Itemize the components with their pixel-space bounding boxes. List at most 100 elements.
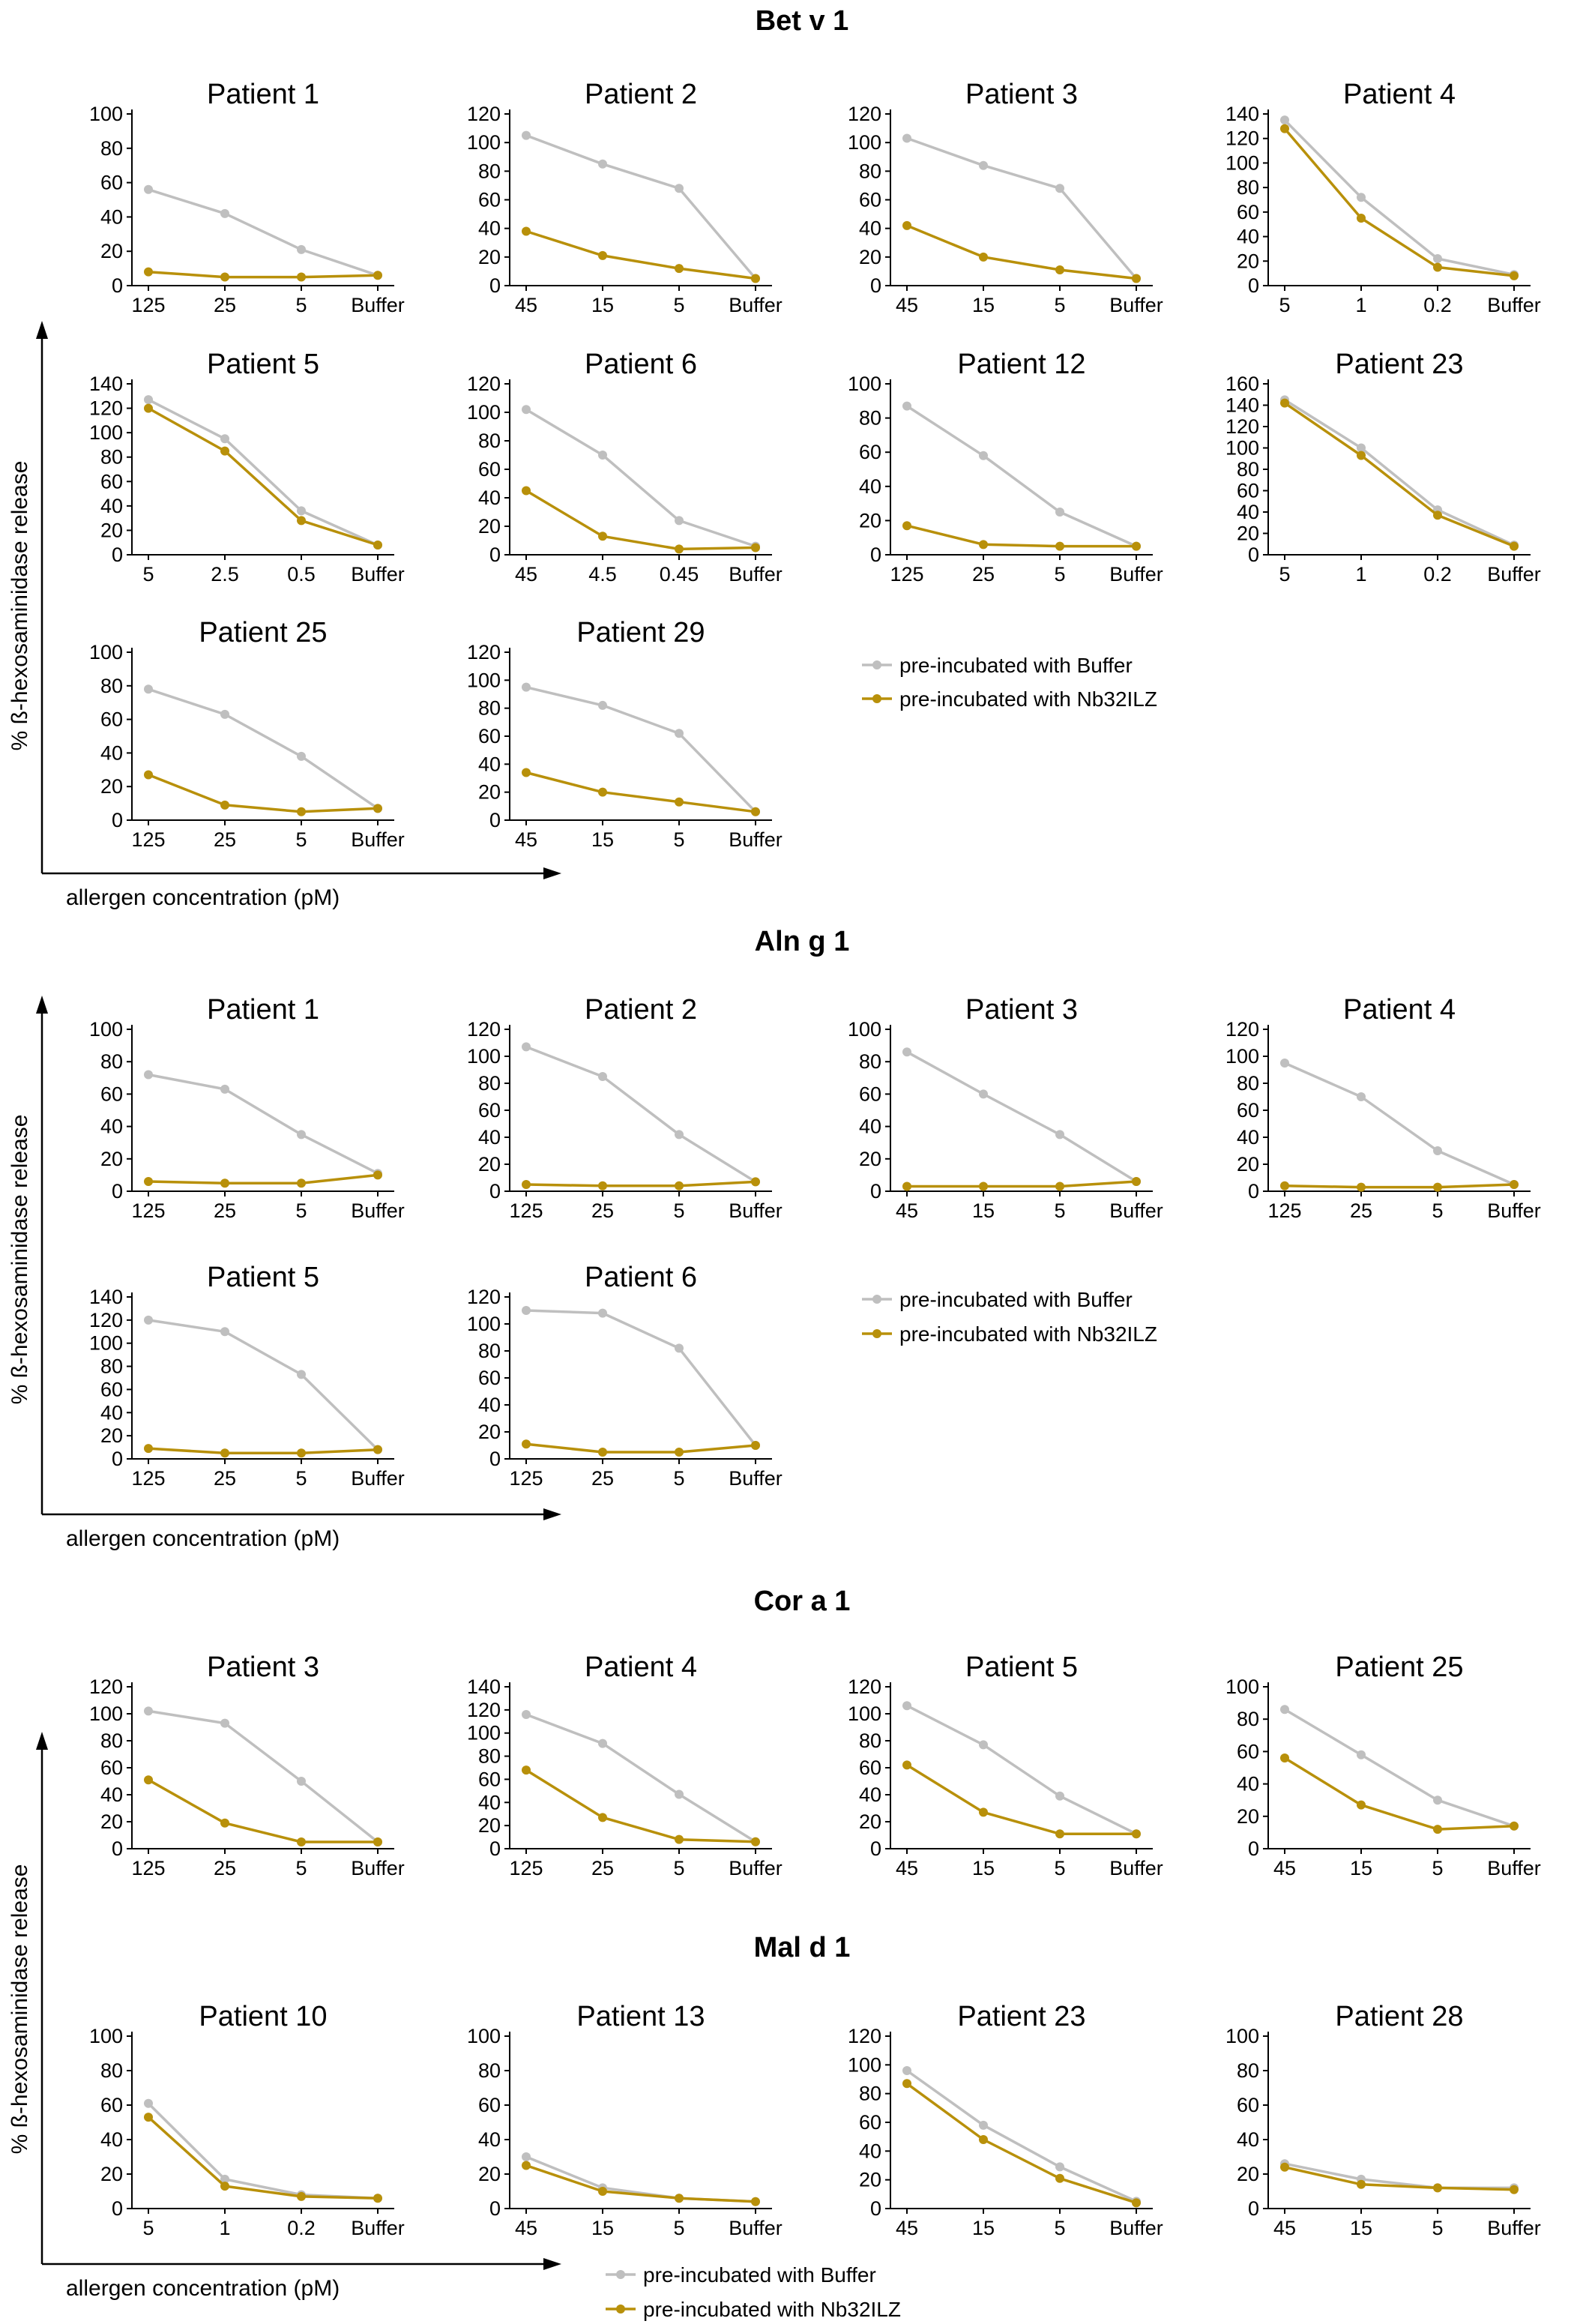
y-tick-label: 20 bbox=[1237, 523, 1259, 545]
data-point-nb32ilz bbox=[751, 1441, 760, 1450]
y-tick-label: 80 bbox=[1237, 1072, 1259, 1095]
y-tick-label: 20 bbox=[478, 781, 501, 804]
y-tick-label: 0 bbox=[112, 1180, 123, 1202]
x-tick-label: 5 bbox=[295, 1199, 307, 1222]
y-tick-label: 40 bbox=[100, 1116, 123, 1138]
data-point-nb32ilz bbox=[902, 1760, 911, 1770]
data-point-buffer bbox=[220, 1084, 229, 1094]
legend-bet-v-1: pre-incubated with Buffer pre-incubated … bbox=[862, 654, 1157, 711]
data-point-nb32ilz bbox=[675, 264, 684, 274]
data-point-nb32ilz bbox=[1055, 265, 1064, 275]
y-tick-label: 20 bbox=[478, 515, 501, 538]
y-tick-label: 140 bbox=[89, 1286, 123, 1308]
y-tick-label: 80 bbox=[100, 675, 123, 697]
data-point-buffer bbox=[598, 700, 607, 710]
x-tick-label: 45 bbox=[1273, 2217, 1296, 2239]
y-tick-label: 100 bbox=[1225, 151, 1259, 174]
data-point-nb32ilz bbox=[220, 1448, 229, 1458]
y-tick-label: 0 bbox=[870, 274, 881, 297]
y-tick-label: 0 bbox=[489, 1180, 501, 1202]
y-tick-label: 60 bbox=[859, 2111, 881, 2134]
y-tick-label: 120 bbox=[467, 1018, 501, 1041]
x-tick-label: 125 bbox=[131, 1467, 165, 1490]
data-point-nb32ilz bbox=[522, 1180, 531, 1189]
data-point-buffer bbox=[675, 1130, 684, 1140]
chart-title: Patient 28 bbox=[1335, 2001, 1463, 2032]
x-tick-label: 45 bbox=[896, 1199, 918, 1222]
y-tick-label: 100 bbox=[89, 641, 123, 663]
series-line-nb32ilz bbox=[906, 524, 1136, 548]
x-tick-label: 4.5 bbox=[588, 563, 617, 585]
y-tick-label: 0 bbox=[870, 2197, 881, 2220]
y-axis-arrowhead bbox=[36, 1732, 48, 1750]
data-point-buffer bbox=[297, 751, 306, 761]
y-tick-label: 20 bbox=[859, 1148, 881, 1170]
x-tick-label: 25 bbox=[1350, 1199, 1372, 1222]
y-tick-label: 60 bbox=[1237, 1740, 1259, 1762]
legend-nb-marker bbox=[872, 694, 881, 703]
data-point-buffer bbox=[902, 1047, 911, 1057]
series-line-nb32ilz bbox=[905, 2082, 1137, 2204]
series-line-nb32ilz bbox=[148, 773, 379, 813]
legend-buffer-marker bbox=[872, 660, 881, 669]
y-tick-label: 120 bbox=[1225, 1018, 1259, 1041]
y-tick-label: 140 bbox=[1225, 103, 1259, 125]
data-point-buffer bbox=[1433, 1795, 1442, 1805]
y-tick-label: 20 bbox=[1237, 1805, 1259, 1828]
x-tick-label: 5 bbox=[1279, 294, 1290, 316]
y-tick-label: 0 bbox=[489, 2197, 501, 2220]
x-tick-label: Buffer bbox=[1487, 1857, 1541, 1879]
data-point-nb32ilz bbox=[144, 1177, 153, 1187]
x-tick-label: 45 bbox=[896, 2217, 918, 2239]
section-title-aln-g-1: Aln g 1 bbox=[755, 926, 850, 957]
y-tick-label: 100 bbox=[89, 1332, 123, 1355]
chart-title: Patient 5 bbox=[207, 1262, 319, 1293]
y-tick-label: 80 bbox=[478, 1745, 501, 1768]
data-point-nb32ilz bbox=[373, 540, 382, 550]
series-line-buffer bbox=[1284, 1062, 1515, 1186]
data-point-nb32ilz bbox=[1357, 2179, 1366, 2189]
data-point-buffer bbox=[675, 516, 684, 526]
data-point-buffer bbox=[902, 1701, 911, 1711]
data-point-nb32ilz bbox=[297, 516, 306, 526]
data-point-nb32ilz bbox=[220, 1178, 229, 1188]
data-point-nb32ilz bbox=[1280, 1181, 1289, 1190]
x-tick-label: 0.45 bbox=[660, 563, 699, 585]
series-line-nb32ilz bbox=[525, 229, 756, 280]
data-point-buffer bbox=[297, 244, 306, 254]
y-tick-label: 60 bbox=[1237, 201, 1259, 223]
y-tick-label: 80 bbox=[100, 1050, 123, 1073]
y-tick-label: 20 bbox=[478, 1153, 501, 1175]
data-point-nb32ilz bbox=[1055, 1829, 1064, 1839]
data-point-buffer bbox=[522, 130, 531, 140]
series-line-nb32ilz bbox=[147, 2116, 379, 2200]
x-tick-label: 5 bbox=[1054, 2217, 1065, 2239]
x-tick-label: 5 bbox=[1054, 563, 1065, 585]
data-point-buffer bbox=[1055, 2162, 1064, 2172]
data-point-nb32ilz bbox=[675, 544, 684, 554]
x-tick-label: 5 bbox=[1054, 1857, 1065, 1879]
y-tick-label: 40 bbox=[100, 1401, 123, 1424]
chart-title: Patient 25 bbox=[1335, 1652, 1463, 1683]
data-point-nb32ilz bbox=[220, 2182, 229, 2191]
section-title-cor-a-1: Cor a 1 bbox=[754, 1586, 851, 1617]
data-point-nb32ilz bbox=[598, 532, 607, 541]
y-tick-label: 60 bbox=[478, 458, 501, 481]
data-point-nb32ilz bbox=[598, 2187, 607, 2196]
data-point-buffer bbox=[598, 159, 607, 169]
chart-panel: Patient 23 0 20 40 60 80 100 120 45 15 5 Buffer bbox=[848, 2001, 1163, 2239]
legend-buffer-marker bbox=[616, 2270, 625, 2279]
data-point-buffer bbox=[220, 434, 229, 444]
y-tick-label: 40 bbox=[478, 1126, 501, 1149]
y-tick-label: 0 bbox=[489, 1837, 501, 1860]
series-line-nb32ilz bbox=[148, 1447, 379, 1455]
data-point-nb32ilz bbox=[1433, 511, 1442, 520]
data-point-nb32ilz bbox=[297, 1178, 306, 1188]
data-point-buffer bbox=[1357, 1750, 1366, 1759]
data-point-nb32ilz bbox=[522, 2161, 531, 2170]
y-tick-label: 40 bbox=[859, 1783, 881, 1806]
y-tick-label: 60 bbox=[100, 2094, 123, 2116]
data-point-nb32ilz bbox=[902, 521, 911, 531]
